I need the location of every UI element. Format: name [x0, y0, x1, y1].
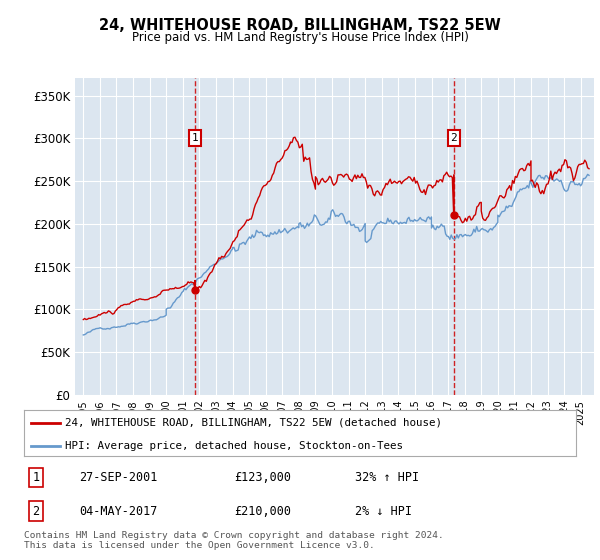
Text: HPI: Average price, detached house, Stockton-on-Tees: HPI: Average price, detached house, Stoc…: [65, 441, 403, 451]
Text: 1: 1: [191, 133, 199, 143]
Text: Contains HM Land Registry data © Crown copyright and database right 2024.
This d: Contains HM Land Registry data © Crown c…: [24, 531, 444, 550]
Text: 32% ↑ HPI: 32% ↑ HPI: [355, 471, 419, 484]
Text: £123,000: £123,000: [234, 471, 291, 484]
Text: 1: 1: [32, 471, 40, 484]
Text: 24, WHITEHOUSE ROAD, BILLINGHAM, TS22 5EW: 24, WHITEHOUSE ROAD, BILLINGHAM, TS22 5E…: [99, 18, 501, 33]
Text: £210,000: £210,000: [234, 505, 291, 517]
Text: 04-MAY-2017: 04-MAY-2017: [79, 505, 158, 517]
Text: 2: 2: [451, 133, 457, 143]
Text: 2: 2: [32, 505, 40, 517]
Text: 24, WHITEHOUSE ROAD, BILLINGHAM, TS22 5EW (detached house): 24, WHITEHOUSE ROAD, BILLINGHAM, TS22 5E…: [65, 418, 442, 428]
Text: Price paid vs. HM Land Registry's House Price Index (HPI): Price paid vs. HM Land Registry's House …: [131, 31, 469, 44]
Text: 2% ↓ HPI: 2% ↓ HPI: [355, 505, 412, 517]
Text: 27-SEP-2001: 27-SEP-2001: [79, 471, 158, 484]
